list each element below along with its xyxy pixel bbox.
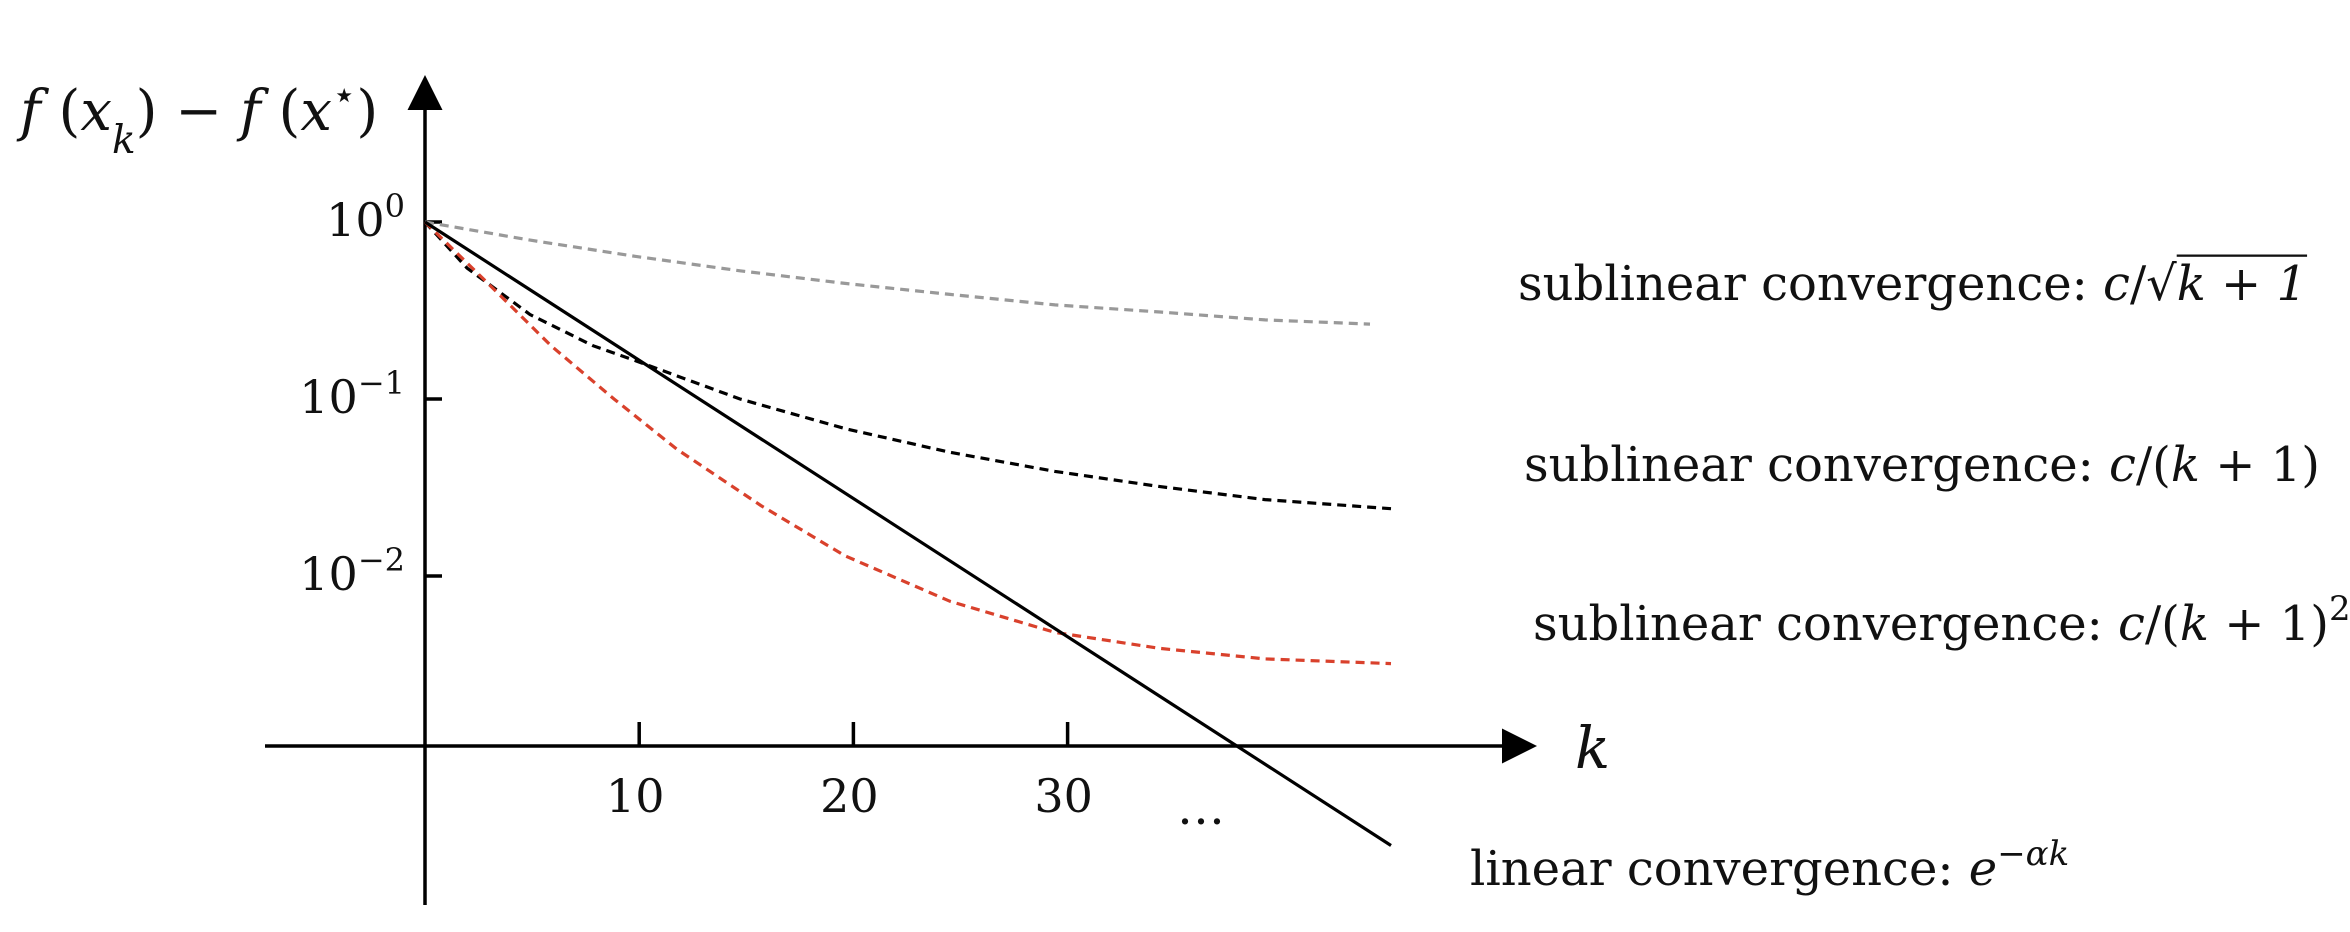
x-tick-label-0: 10 xyxy=(606,769,665,823)
series-line-inv xyxy=(423,220,1392,511)
x-tick-label-1: 20 xyxy=(820,769,879,823)
x-ellipsis: … xyxy=(1177,780,1235,836)
series-label-exp: linear convergence: e−αk xyxy=(1470,834,2069,897)
series-line-sqrt xyxy=(424,220,1371,326)
series-label-inv2: sublinear convergence: c/(k + 1)2 xyxy=(1533,589,2350,652)
x-axis-label: k xyxy=(1575,714,1610,782)
labels-layer: sublinear convergence: c/√k + 1 sublinear… xyxy=(1470,256,2350,897)
series-label-inv: sublinear convergence: c/(k + 1) xyxy=(1524,437,2320,493)
y-tick-label-0: 100 xyxy=(326,187,405,247)
series-layer xyxy=(423,220,1392,847)
y-tick-label-2: 10−2 xyxy=(299,541,405,601)
series-line-inv2 xyxy=(423,220,1392,666)
axes: 100 10−1 10−2 10 20 30 … k f (xk) − f (x⋆) xyxy=(16,73,1610,905)
x-tick-label-2: 30 xyxy=(1034,769,1093,823)
series-line-exp xyxy=(424,220,1392,847)
y-tick-label-1: 10−1 xyxy=(299,364,405,424)
y-axis-label: f (xk) − f (x⋆) xyxy=(16,73,378,163)
series-label-sqrt: sublinear convergence: c/√k + 1 xyxy=(1518,256,2307,312)
